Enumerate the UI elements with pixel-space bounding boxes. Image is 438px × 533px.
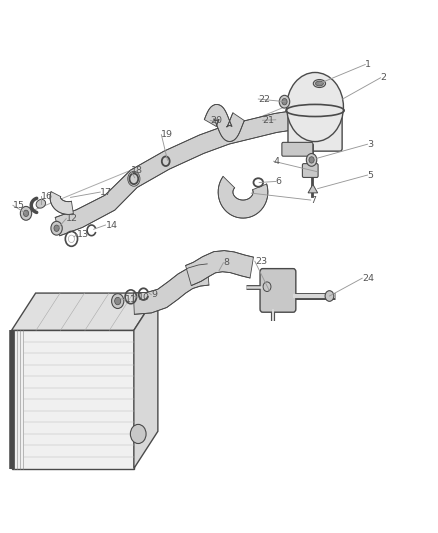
FancyBboxPatch shape — [302, 164, 318, 177]
Text: 21: 21 — [263, 116, 275, 125]
Text: 22: 22 — [258, 94, 270, 103]
Text: 1: 1 — [365, 60, 371, 69]
Circle shape — [279, 95, 290, 108]
Polygon shape — [186, 251, 254, 286]
Text: 16: 16 — [41, 192, 53, 201]
Polygon shape — [205, 104, 244, 142]
Text: 12: 12 — [66, 214, 78, 223]
Text: 17: 17 — [100, 188, 112, 197]
Text: 2: 2 — [381, 73, 387, 82]
Text: 4: 4 — [274, 157, 279, 166]
Text: 13: 13 — [77, 230, 89, 239]
Ellipse shape — [287, 72, 343, 142]
Ellipse shape — [36, 199, 46, 208]
FancyBboxPatch shape — [282, 142, 313, 156]
Polygon shape — [134, 293, 158, 469]
Polygon shape — [308, 184, 318, 193]
Polygon shape — [55, 111, 294, 236]
Text: 19: 19 — [161, 130, 173, 139]
Circle shape — [306, 154, 317, 166]
Text: 8: 8 — [223, 259, 230, 267]
Circle shape — [282, 99, 287, 105]
Text: 18: 18 — [131, 166, 143, 175]
Polygon shape — [12, 293, 158, 330]
Circle shape — [23, 210, 28, 216]
Text: 3: 3 — [367, 140, 374, 149]
Circle shape — [112, 294, 124, 309]
FancyBboxPatch shape — [288, 115, 342, 151]
Circle shape — [54, 225, 59, 231]
Circle shape — [325, 290, 334, 301]
Circle shape — [309, 157, 314, 163]
Text: 9: 9 — [151, 290, 157, 299]
Ellipse shape — [313, 79, 325, 87]
Text: 10: 10 — [138, 293, 150, 302]
Text: 15: 15 — [13, 201, 25, 210]
Circle shape — [115, 297, 121, 305]
Text: 6: 6 — [276, 177, 282, 186]
Ellipse shape — [315, 81, 323, 86]
Text: 20: 20 — [210, 116, 222, 125]
Circle shape — [263, 282, 271, 292]
Text: 5: 5 — [367, 171, 374, 180]
Polygon shape — [12, 330, 134, 469]
Polygon shape — [133, 264, 209, 314]
Text: 23: 23 — [255, 257, 267, 265]
Text: 11: 11 — [125, 295, 137, 304]
Circle shape — [51, 221, 62, 235]
Text: 24: 24 — [362, 273, 374, 282]
Polygon shape — [50, 191, 74, 214]
Circle shape — [131, 424, 146, 443]
Text: 7: 7 — [311, 196, 317, 205]
Circle shape — [20, 206, 32, 220]
Polygon shape — [218, 176, 268, 218]
FancyBboxPatch shape — [260, 269, 296, 312]
Text: 14: 14 — [106, 221, 117, 230]
